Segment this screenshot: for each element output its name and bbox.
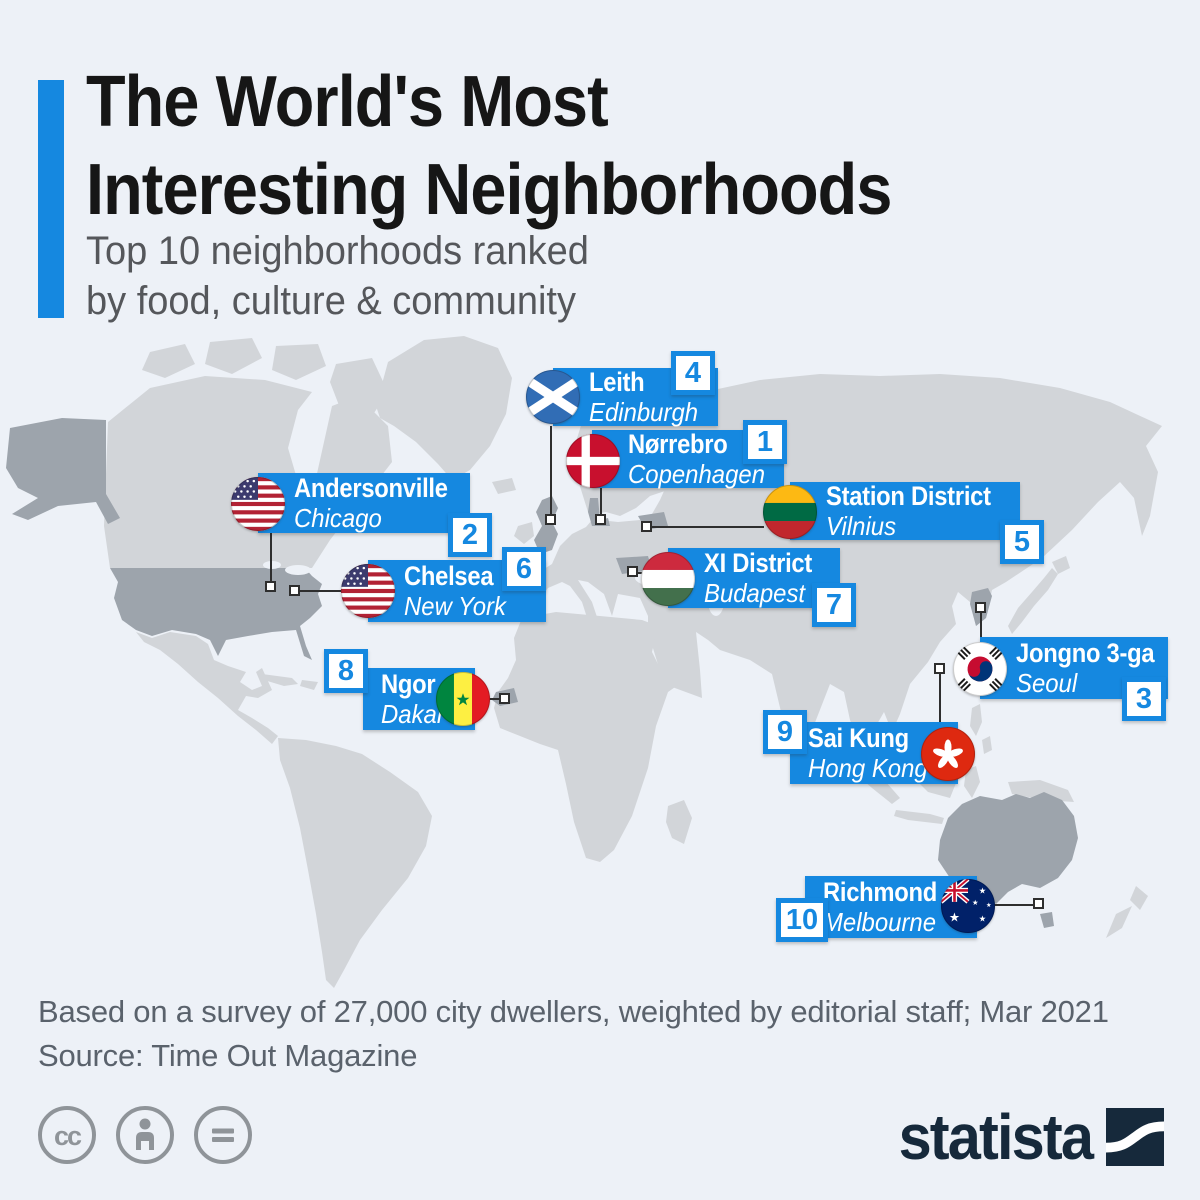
hong-kong-flag-icon bbox=[921, 727, 975, 781]
australia-flag-icon: ★ ★ ★ ★ ★ bbox=[941, 879, 995, 933]
neighborhood-name: Nørrebro bbox=[628, 428, 728, 459]
neighborhood-name: Jongno 3-ga bbox=[1016, 637, 1155, 668]
hungary-flag-icon bbox=[641, 552, 695, 606]
map-marker-new-york bbox=[289, 585, 300, 596]
scotland-flag-icon bbox=[526, 370, 580, 424]
denmark-flag-icon bbox=[566, 434, 620, 488]
cc-icon: cc bbox=[38, 1106, 96, 1164]
city-name: Budapest bbox=[704, 577, 806, 608]
neighborhood-name: Ngor bbox=[381, 668, 436, 699]
rank-badge-5: 5 bbox=[1000, 520, 1044, 564]
leader-line-chelsea bbox=[300, 590, 342, 592]
neighborhood-name: Sai Kung bbox=[808, 722, 909, 753]
subtitle-line-1: Top 10 neighborhoods ranked bbox=[86, 229, 589, 273]
attribution-person-icon bbox=[116, 1106, 174, 1164]
callout-andersonville: Andersonville Chicago bbox=[258, 473, 470, 533]
statista-logo-mark bbox=[1106, 1108, 1164, 1166]
usa-flag-icon bbox=[231, 477, 285, 531]
map-marker-seoul bbox=[975, 602, 986, 613]
usa-flag-icon bbox=[341, 564, 395, 618]
neighborhood-name: Richmond bbox=[823, 876, 938, 907]
city-name: Hong Kong bbox=[808, 752, 928, 783]
svg-text:★: ★ bbox=[949, 910, 960, 925]
map-marker-copenhagen bbox=[595, 514, 606, 525]
city-name: Chicago bbox=[294, 502, 382, 533]
city-name: Copenhagen bbox=[628, 458, 766, 489]
senegal-flag-icon bbox=[436, 672, 490, 726]
leader-line-station-district bbox=[652, 526, 764, 528]
city-name: Seoul bbox=[1016, 667, 1078, 698]
statista-branding: statista bbox=[884, 1100, 1164, 1174]
title-line-2: Interesting Neighborhoods bbox=[86, 150, 892, 230]
leader-line-sai-kung bbox=[939, 674, 941, 722]
callout-station-district: Station District Vilnius bbox=[790, 480, 1020, 541]
leader-line-andersonville bbox=[270, 533, 272, 583]
title-accent-bar bbox=[38, 80, 64, 318]
rank-badge-9: 9 bbox=[763, 710, 807, 754]
neighborhood-name: Leith bbox=[589, 366, 645, 397]
city-name: Vilnius bbox=[826, 510, 897, 541]
south-korea-flag-icon bbox=[953, 642, 1007, 696]
rank-badge-1: 1 bbox=[743, 420, 787, 464]
neighborhood-name: Chelsea bbox=[404, 560, 494, 591]
page-subtitle: Top 10 neighborhoods ranked by food, cul… bbox=[86, 226, 589, 326]
rank-badge-10: 10 bbox=[776, 898, 828, 942]
map-marker-budapest bbox=[627, 566, 638, 577]
rank-badge-3: 3 bbox=[1122, 677, 1166, 721]
callout-chelsea: Chelsea New York bbox=[368, 560, 546, 622]
rank-badge-4: 4 bbox=[671, 351, 715, 395]
leader-line-leith bbox=[550, 426, 552, 516]
statista-wordmark: statista bbox=[898, 1101, 1093, 1173]
page-title: The World's Most Interesting Neighborhoo… bbox=[86, 58, 892, 234]
neighborhood-name: XI District bbox=[704, 547, 813, 578]
callout-jongno: Jongno 3-ga Seoul bbox=[980, 637, 1168, 699]
svg-text:★: ★ bbox=[972, 898, 979, 907]
subtitle-line-2: by food, culture & community bbox=[86, 279, 576, 323]
city-name: Dakar bbox=[381, 698, 445, 729]
license-icons: cc bbox=[36, 1104, 254, 1166]
leader-line-norrebro bbox=[600, 488, 602, 516]
map-marker-dakar bbox=[499, 693, 510, 704]
source-line: Source: Time Out Magazine bbox=[38, 1038, 418, 1073]
footnote: Based on a survey of 27,000 city dweller… bbox=[38, 994, 1109, 1029]
no-derivatives-icon bbox=[194, 1106, 252, 1164]
title-line-1: The World's Most bbox=[86, 62, 609, 142]
leader-line-richmond bbox=[994, 904, 1036, 906]
callout-leith: Leith Edinburgh bbox=[553, 366, 718, 427]
svg-text:cc: cc bbox=[54, 1121, 82, 1151]
svg-text:★: ★ bbox=[979, 914, 986, 924]
rank-badge-2: 2 bbox=[448, 513, 492, 557]
map-marker-chicago bbox=[265, 581, 276, 592]
rank-badge-6: 6 bbox=[502, 547, 546, 591]
callout-xi-district: XI District Budapest bbox=[668, 548, 840, 608]
svg-text:★: ★ bbox=[979, 886, 986, 896]
city-name: New York bbox=[404, 590, 506, 621]
neighborhood-name: Andersonville bbox=[294, 472, 448, 503]
map-marker-melbourne bbox=[1033, 898, 1044, 909]
city-name: Melbourne bbox=[823, 906, 937, 937]
map-marker-edinburgh bbox=[545, 514, 556, 525]
leader-line-jongno bbox=[980, 613, 982, 639]
lithuania-flag-icon bbox=[763, 485, 817, 539]
neighborhood-name: Station District bbox=[826, 480, 991, 511]
leader-line-ngor bbox=[489, 698, 501, 700]
rank-badge-7: 7 bbox=[812, 583, 856, 627]
rank-badge-8: 8 bbox=[324, 649, 368, 693]
map-marker-hong-kong bbox=[934, 663, 945, 674]
svg-text:★: ★ bbox=[986, 902, 992, 909]
map-marker-vilnius bbox=[641, 521, 652, 532]
city-name: Edinburgh bbox=[589, 396, 699, 427]
